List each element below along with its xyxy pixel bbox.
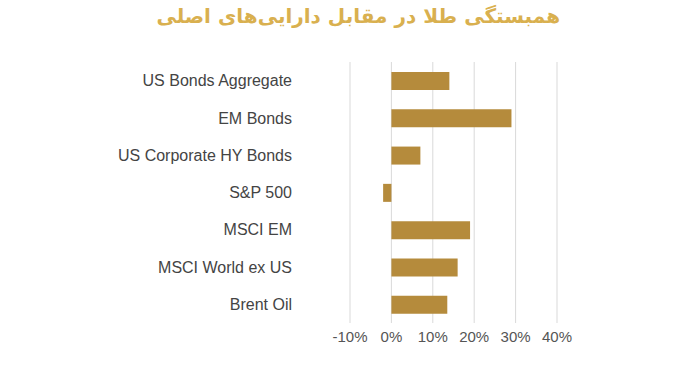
svg-text:S&P 500: S&P 500 (229, 184, 292, 201)
html-text:همبستگی طلا در مقابل دارایی‌ها: همبستگی طلا در مقابل دارایی‌های اصلی (156, 4, 560, 28)
svg-text:40%: 40% (542, 328, 572, 345)
svg-text:10%: 10% (418, 328, 448, 345)
svg-text:20%: 20% (459, 328, 489, 345)
svg-text:MSCI EM: MSCI EM (224, 221, 292, 238)
svg-text:0%: 0% (381, 328, 403, 345)
svg-text:EM Bonds: EM Bonds (218, 110, 292, 127)
svg-text:-10%: -10% (332, 328, 367, 345)
svg-text:MSCI World ex US: MSCI World ex US (158, 259, 292, 276)
svg-text:US Corporate HY Bonds: US Corporate HY Bonds (118, 147, 292, 164)
svg-text:US Bonds Aggregate: US Bonds Aggregate (143, 72, 293, 89)
svg-text:Brent Oil: Brent Oil (230, 296, 292, 313)
svg-text:30%: 30% (501, 328, 531, 345)
